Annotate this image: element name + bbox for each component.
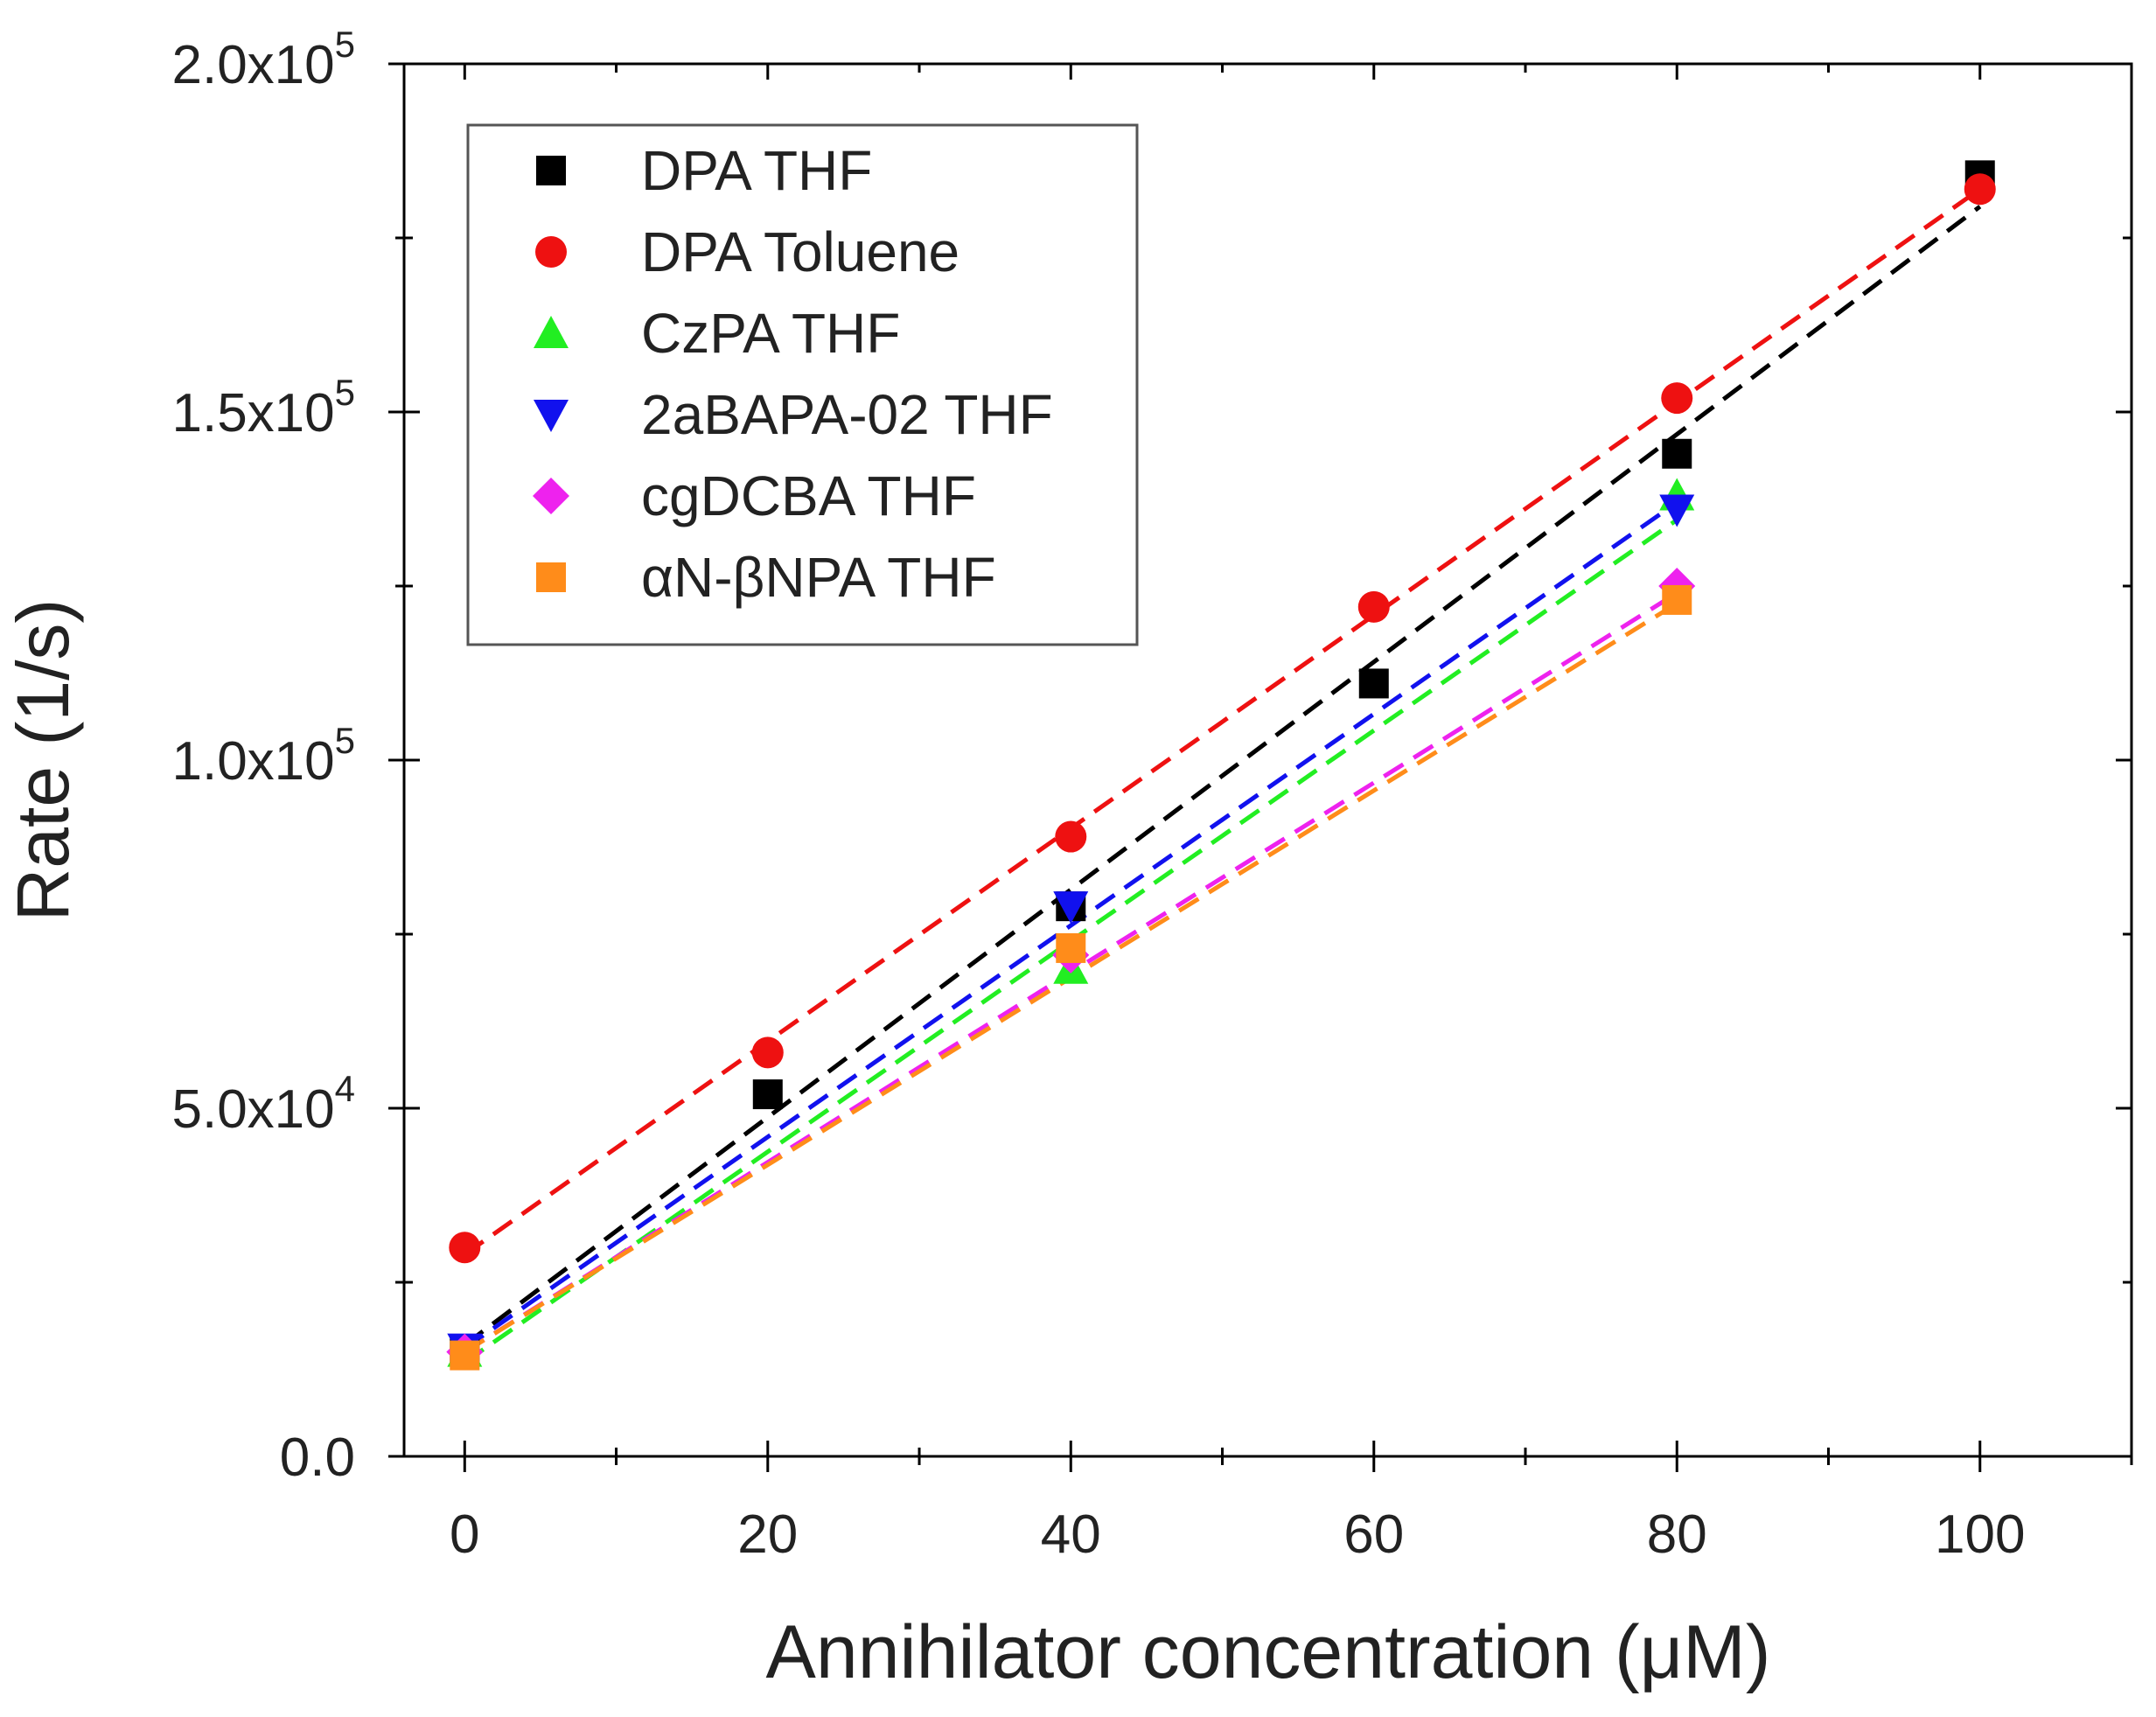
data-point [1659,494,1695,527]
x-tick-label: 20 [737,1504,798,1565]
data-point [1662,584,1692,615]
legend-marker [533,478,569,514]
y-tick-label: 5.0x104 [171,1068,355,1140]
legend-label: cgDCBA THF [641,464,976,527]
data-point [1055,820,1087,853]
y-tick-label: 1.0x105 [171,720,355,792]
x-tick-label: 0 [450,1504,479,1565]
legend-label: αN-βNPA THF [641,546,996,609]
data-point [450,1340,480,1371]
y-axis-label: Rate (1/s) [2,599,84,922]
legend-marker [534,400,569,432]
data-point [449,1232,481,1264]
data-point [1662,438,1692,469]
legend-box [466,123,1139,646]
legend-marker [536,156,566,185]
data-point [1357,590,1390,623]
legend-marker [535,236,567,268]
data-point [1661,382,1693,415]
x-axis-label: Annihilator concentration (μM) [766,1610,1771,1694]
x-tick-label: 80 [1647,1504,1707,1565]
fit-line [463,205,1982,1347]
legend-label: DPA THF [641,139,872,202]
legend-marker [536,562,566,592]
legend-label: DPA Toluene [641,220,959,283]
data-point [1053,891,1089,925]
legend-label: 2aBAPA-02 THF [641,383,1053,446]
x-tick-label: 100 [1935,1504,2025,1565]
plot-frame [402,62,2133,1458]
fit-line [463,187,1982,1257]
data-point [751,1036,784,1069]
x-tick-label: 60 [1343,1504,1404,1565]
data-point [1056,932,1086,963]
data-point [1964,173,1996,206]
data-point [752,1079,783,1110]
legend-label: CzPA THF [641,302,900,365]
y-tick-label: 2.0x105 [171,24,355,95]
fit-line [463,500,1678,1351]
y-tick-label: 1.5x105 [171,372,355,443]
data-point [1358,668,1389,699]
y-tick-label: 0.0 [280,1427,355,1488]
x-tick-label: 40 [1041,1504,1101,1565]
legend-marker [534,316,569,348]
